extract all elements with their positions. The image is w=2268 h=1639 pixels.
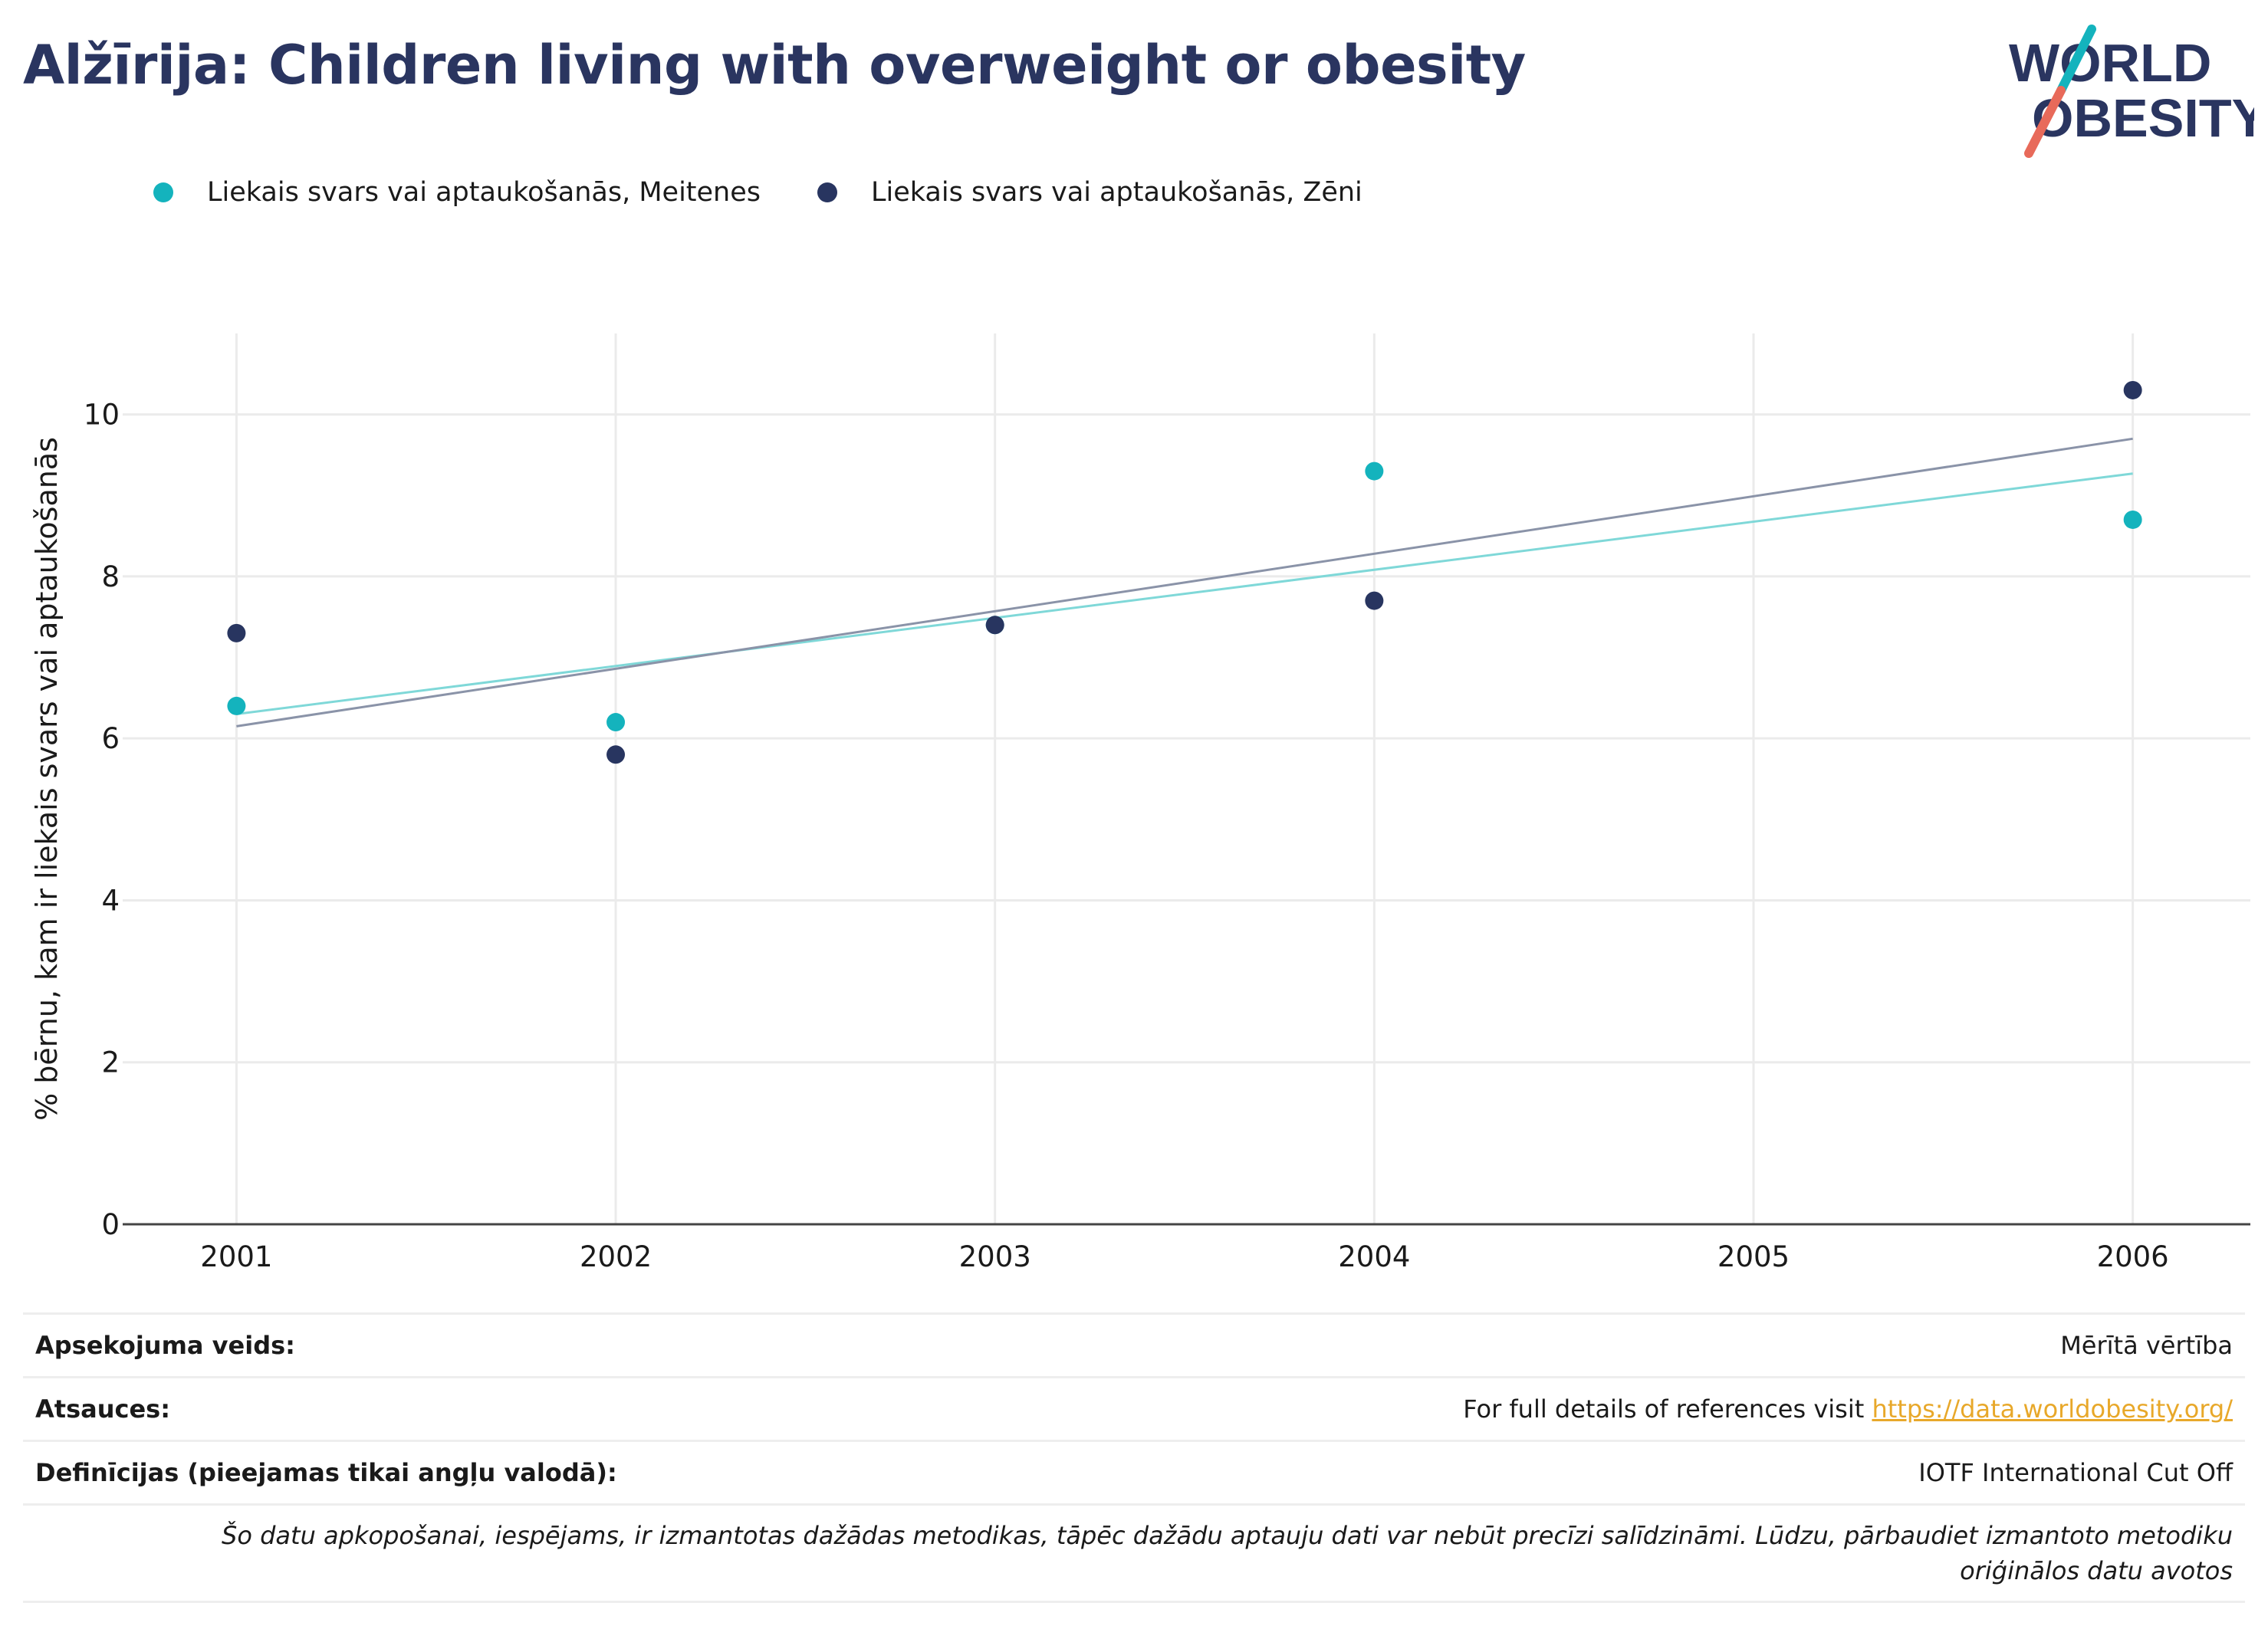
x-tick-label: 2006 (2097, 1240, 2169, 1273)
survey-type-value: Mērītā vērtība (2060, 1331, 2233, 1360)
scatter-chart: 2001 2002 2003 2004 2005 2006 0 2 4 6 8 10 % bērnu,… (30, 333, 2250, 1273)
definitions-value: IOTF International Cut Off (1918, 1458, 2233, 1487)
world-obesity-logo: WORLD OBESITY (2009, 25, 2254, 158)
y-tick-label: 10 (84, 399, 120, 432)
svg-text:WORLD: WORLD (2009, 33, 2211, 93)
legend-label-girls: Liekais svars vai aptaukošanās, Meitenes (207, 177, 761, 208)
x-tick-label: 2005 (1717, 1240, 1790, 1273)
trendline (236, 437, 2133, 728)
legend-item-girls[interactable]: Liekais svars vai aptaukošanās, Meitenes (153, 177, 761, 208)
trendline (236, 472, 2133, 715)
data-point (2123, 510, 2142, 529)
legend-item-boys[interactable]: Liekais svars vai aptaukošanās, Zēni (817, 177, 1362, 208)
y-tick-label: 4 (101, 884, 120, 917)
references-link[interactable]: https://data.worldobesity.org/ (1872, 1394, 2233, 1424)
y-tick-label: 0 (101, 1208, 120, 1241)
legend-marker-boys (817, 182, 838, 202)
data-point (2123, 380, 2142, 399)
data-point (227, 696, 246, 715)
x-tick-label: 2002 (580, 1240, 652, 1273)
grid-lines (123, 333, 2250, 1224)
methodology-note: Šo datu apkopošanai, iespējams, ir izman… (23, 1503, 2245, 1603)
x-tick-label: 2004 (1338, 1240, 1410, 1273)
legend-label-boys: Liekais svars vai aptaukošanās, Zēni (871, 177, 1362, 208)
legend: Liekais svars vai aptaukošanās, Meitenes… (153, 173, 1419, 212)
svg-text:OBESITY: OBESITY (2032, 88, 2254, 148)
metadata-table: Apsekojuma veids: Mērītā vērtība Atsauce… (23, 1312, 2245, 1603)
y-tick-label: 2 (101, 1046, 120, 1079)
legend-marker-girls (153, 182, 173, 202)
survey-type-row: Apsekojuma veids: Mērītā vērtība (23, 1312, 2245, 1376)
references-row: Atsauces: For full details of references… (23, 1376, 2245, 1440)
references-label: Atsauces: (35, 1394, 170, 1424)
data-point (985, 616, 1004, 635)
chart-title: Alžīrija: Children living with overweigh… (23, 34, 1526, 97)
x-tick-label: 2003 (959, 1240, 1031, 1273)
survey-type-label: Apsekojuma veids: (35, 1331, 295, 1360)
data-point (606, 713, 626, 732)
y-tick-label: 8 (101, 560, 120, 593)
trendlines (236, 437, 2133, 728)
definitions-row: Definīcijas (pieejamas tikai angļu valod… (23, 1440, 2245, 1503)
definitions-label: Definīcijas (pieejamas tikai angļu valod… (35, 1458, 617, 1487)
data-points (227, 380, 2142, 764)
data-point (227, 623, 246, 642)
axes: 2001 2002 2003 2004 2005 2006 0 2 4 6 8 10 (84, 399, 2250, 1273)
x-tick-label: 2001 (200, 1240, 272, 1273)
data-point (606, 745, 626, 764)
data-point (1365, 461, 1384, 481)
y-axis-label: % bērnu, kam ir liekais svars vai aptauk… (30, 437, 64, 1121)
data-point (1365, 591, 1384, 610)
y-tick-label: 6 (101, 722, 120, 755)
references-text: For full details of references visit (1463, 1394, 1872, 1424)
references-value: For full details of references visit htt… (1463, 1394, 2233, 1424)
